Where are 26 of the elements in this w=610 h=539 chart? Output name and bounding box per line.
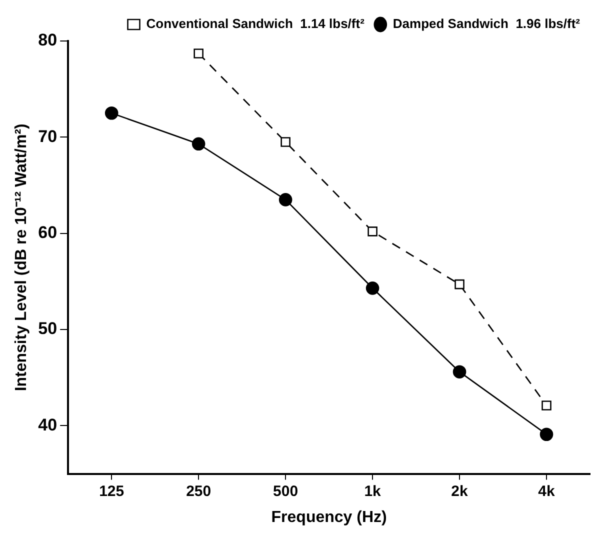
point [194,48,204,58]
point [452,365,466,378]
point [366,282,380,295]
x-tick-label: 125 [99,482,124,500]
point [192,137,206,151]
x-tick-label: 4k [538,482,556,500]
point [280,137,290,147]
point [454,279,464,290]
x-tick-label: 250 [186,482,212,500]
y-axis-title: Intensity Level (dB re 10⁻¹² Watt/m²) [13,124,30,392]
legend-label: Conventional Sandwich 1.14 lbs/ft² [146,16,366,32]
legend-label: Damped Sandwich 1.96 lbs/ft² [392,16,581,32]
point [368,226,378,236]
point [540,428,554,442]
point [278,193,292,206]
y-tick-label: 60 [38,223,58,242]
x-tick-label: 2k [451,482,469,500]
x-axis-title: Frequency (Hz) [271,508,387,526]
point [542,400,552,410]
y-tick-label: 80 [38,30,58,50]
x-tick-label: 1k [364,482,382,500]
y-tick-label: 70 [38,126,58,146]
point [104,106,118,120]
y-tick-label: 40 [38,415,58,434]
y-tick-label: 50 [38,319,58,338]
x-tick-label: 500 [273,482,298,500]
